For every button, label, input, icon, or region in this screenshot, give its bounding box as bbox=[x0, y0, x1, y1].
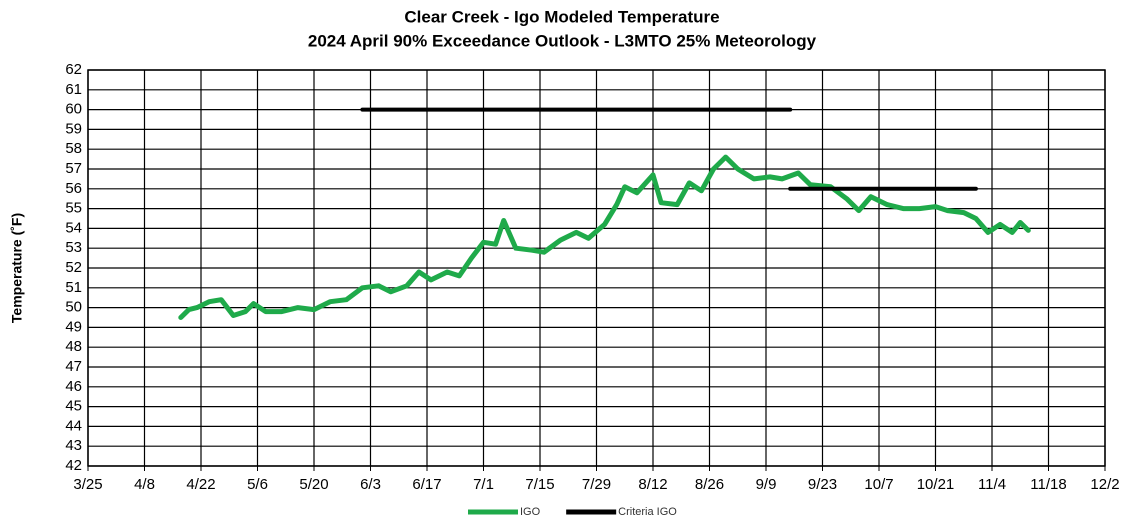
x-tick-label: 4/22 bbox=[186, 476, 215, 493]
x-tick-label: 7/1 bbox=[473, 476, 494, 493]
x-tick-label: 4/8 bbox=[134, 476, 155, 493]
x-tick-label: 3/25 bbox=[73, 476, 102, 493]
legend-label: IGO bbox=[520, 506, 541, 518]
series-line bbox=[360, 107, 978, 191]
y-tick-label: 43 bbox=[65, 437, 82, 454]
y-tick-label: 49 bbox=[65, 318, 82, 335]
x-tick-label: 11/18 bbox=[1030, 476, 1066, 493]
x-tick-label: 10/7 bbox=[864, 476, 893, 493]
x-tick-label: 10/21 bbox=[917, 476, 955, 493]
x-tick-label: 6/3 bbox=[360, 476, 381, 493]
plot-frame bbox=[87, 69, 1106, 467]
y-tick-label: 46 bbox=[65, 378, 82, 395]
y-tick-label: 51 bbox=[65, 279, 82, 296]
y-tick-label: 55 bbox=[65, 200, 82, 217]
chart-title: Clear Creek - Igo Modeled Temperature bbox=[404, 7, 719, 26]
x-tick-label: 6/17 bbox=[412, 476, 441, 493]
y-tick-label: 42 bbox=[65, 457, 82, 474]
y-tick-label: 61 bbox=[65, 81, 82, 98]
y-tick-label: 50 bbox=[65, 299, 82, 316]
x-tick-label: 9/9 bbox=[756, 476, 777, 493]
y-tick-label: 56 bbox=[65, 180, 82, 197]
x-tick-label: 7/29 bbox=[582, 476, 611, 493]
y-axis-label: Temperature (˚F) bbox=[9, 213, 25, 323]
x-tick-label: 5/20 bbox=[299, 476, 328, 493]
y-tick-label: 59 bbox=[65, 120, 82, 137]
legend-label: Criteria IGO bbox=[618, 506, 677, 518]
y-tick-label: 48 bbox=[65, 338, 82, 355]
x-tick-label: 8/26 bbox=[695, 476, 724, 493]
y-tick-label: 53 bbox=[65, 239, 82, 256]
chart-subtitle: 2024 April 90% Exceedance Outlook - L3MT… bbox=[308, 31, 817, 50]
y-tick-label: 45 bbox=[65, 398, 82, 415]
x-tick-label: 5/6 bbox=[247, 476, 268, 493]
y-tick-label: 54 bbox=[65, 219, 82, 236]
x-tick-label: 11/4 bbox=[978, 476, 1006, 493]
y-tick-label: 60 bbox=[65, 101, 82, 118]
x-tick-label: 7/15 bbox=[525, 476, 554, 493]
x-tick-label: 12/2 bbox=[1090, 476, 1119, 493]
x-tick-label: 9/23 bbox=[808, 476, 837, 493]
y-tick-label: 47 bbox=[65, 358, 82, 375]
x-tick-label: 8/12 bbox=[638, 476, 667, 493]
y-tick-label: 58 bbox=[65, 140, 82, 157]
y-tick-label: 44 bbox=[65, 417, 82, 434]
y-tick-label: 57 bbox=[65, 160, 82, 177]
y-tick-label: 52 bbox=[65, 259, 82, 276]
series-line bbox=[178, 154, 1031, 320]
y-tick-label: 62 bbox=[65, 61, 82, 78]
